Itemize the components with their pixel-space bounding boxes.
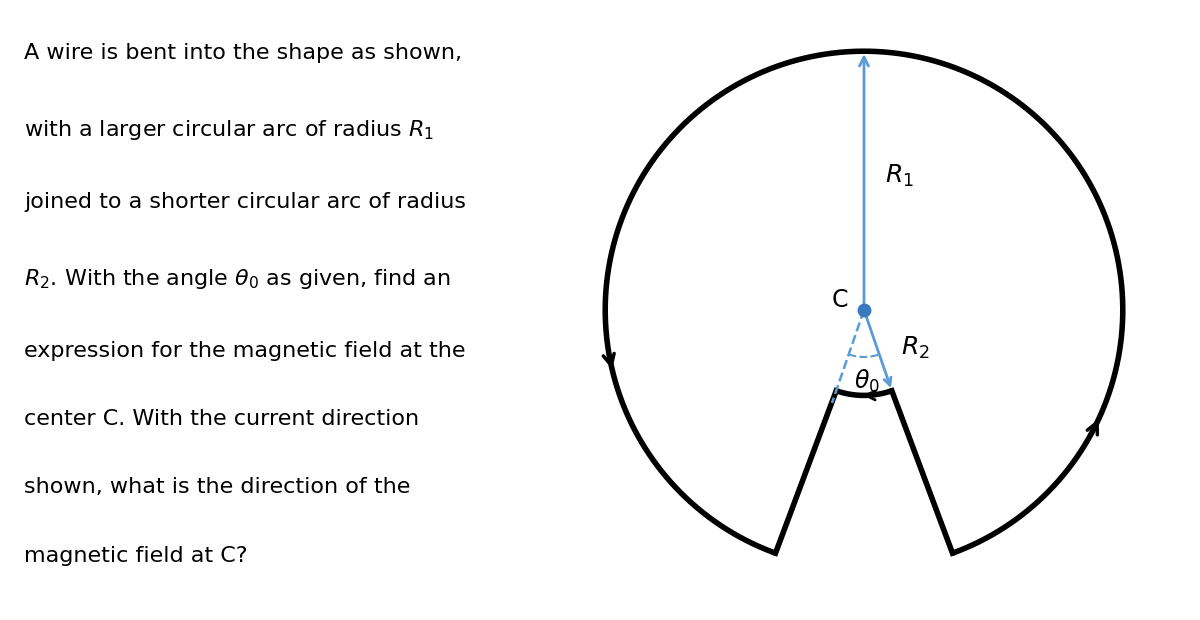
Text: joined to a shorter circular arc of radius: joined to a shorter circular arc of radi… (24, 192, 466, 212)
Text: shown, what is the direction of the: shown, what is the direction of the (24, 477, 410, 497)
Text: A wire is bent into the shape as shown,: A wire is bent into the shape as shown, (24, 43, 462, 63)
Text: with a larger circular arc of radius $R_1$: with a larger circular arc of radius $R_… (24, 118, 434, 142)
Text: $R_1$: $R_1$ (884, 162, 913, 188)
Text: expression for the magnetic field at the: expression for the magnetic field at the (24, 341, 466, 361)
Text: center C. With the current direction: center C. With the current direction (24, 409, 419, 429)
Text: $R_2$: $R_2$ (901, 335, 930, 361)
Text: magnetic field at C?: magnetic field at C? (24, 546, 247, 565)
Text: $\theta_0$: $\theta_0$ (853, 368, 880, 396)
Text: $R_2$. With the angle $\theta_0$ as given, find an: $R_2$. With the angle $\theta_0$ as give… (24, 267, 451, 291)
Text: C: C (832, 288, 848, 312)
